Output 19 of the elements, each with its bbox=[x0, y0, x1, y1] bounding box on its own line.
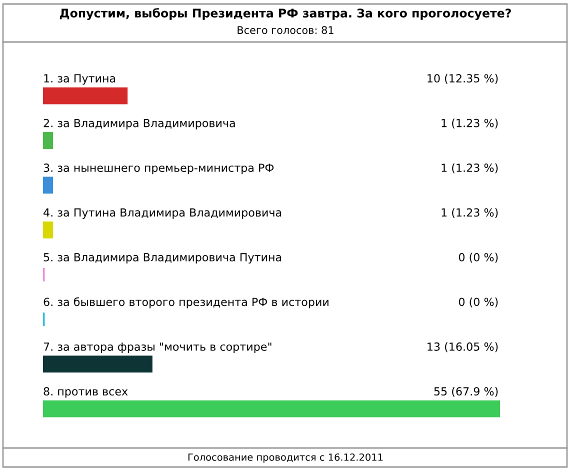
y-tick-label: 2. за Владимира Владимировича bbox=[44, 118, 235, 130]
chart-subtitle: Всего голосов: 81 bbox=[238, 26, 334, 34]
data-label: 0 (0 %) bbox=[458, 298, 498, 308]
data-label: 0 (0 %) bbox=[458, 252, 498, 263]
y-tick-label: 1. за Путина bbox=[44, 74, 116, 85]
text: Голосование проводится с 16.12.2011 bbox=[188, 453, 383, 463]
data-label: 1 (1.23 %) bbox=[442, 208, 498, 218]
data-label: 1 (1.23 %) bbox=[442, 118, 498, 129]
y-tick-label: 3. за нынешнего премьер-министра РФ bbox=[44, 164, 274, 174]
y-tick-label: 5. за Владимира Владимировича Путина bbox=[44, 253, 282, 264]
data-label: 55 (67.9 %) bbox=[434, 386, 498, 397]
y-tick-label: 8. против всех bbox=[44, 387, 128, 398]
data-label: 13 (16.05 %) bbox=[428, 342, 498, 352]
data-label: 10 (12.35 %) bbox=[428, 74, 498, 84]
y-tick-label: 4. за Путина Владимира Владимировича bbox=[44, 208, 282, 219]
data-label: 1 (1.23 %) bbox=[442, 163, 498, 174]
y-tick-label: 7. за автора фразы "мочить в сортире" bbox=[44, 342, 272, 353]
y-tick-label: 6. за бывшего второго президента РФ в истории bbox=[44, 297, 328, 308]
chart-title: Допустим, выборы Президента РФ завтра. За кого проголосуете? bbox=[60, 8, 511, 20]
